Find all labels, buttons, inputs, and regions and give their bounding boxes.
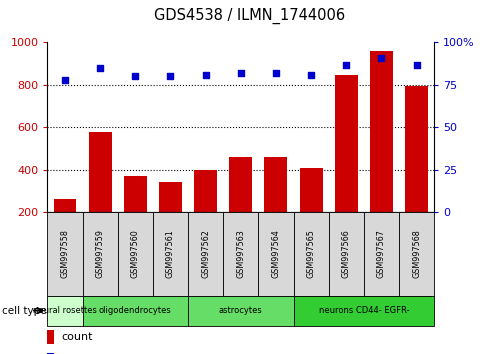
Text: GSM997563: GSM997563 xyxy=(236,230,246,278)
Bar xyxy=(370,51,393,255)
Bar xyxy=(47,353,54,354)
Text: oligodendrocytes: oligodendrocytes xyxy=(99,306,172,315)
Text: neural rosettes: neural rosettes xyxy=(33,306,97,315)
Bar xyxy=(405,86,428,255)
Point xyxy=(96,65,104,71)
Text: GSM997562: GSM997562 xyxy=(201,229,210,279)
Bar xyxy=(230,157,252,255)
Bar xyxy=(118,212,153,296)
Text: GSM997565: GSM997565 xyxy=(306,229,315,279)
Point xyxy=(272,70,280,76)
Text: GSM997560: GSM997560 xyxy=(131,230,140,278)
Bar xyxy=(399,212,434,296)
Point xyxy=(377,55,385,61)
Text: GSM997564: GSM997564 xyxy=(271,230,280,278)
Bar xyxy=(293,296,434,326)
Point xyxy=(61,77,69,83)
Bar xyxy=(335,75,358,255)
Bar xyxy=(188,296,293,326)
Text: GSM997567: GSM997567 xyxy=(377,229,386,279)
Text: GSM997559: GSM997559 xyxy=(96,229,105,279)
Bar xyxy=(124,176,147,255)
Bar xyxy=(223,212,258,296)
Bar xyxy=(194,170,217,255)
Bar xyxy=(300,168,322,255)
Text: astrocytes: astrocytes xyxy=(219,306,262,315)
Point xyxy=(307,72,315,78)
Bar xyxy=(364,212,399,296)
Point xyxy=(342,62,350,67)
Bar xyxy=(82,296,188,326)
Bar xyxy=(293,212,329,296)
Bar xyxy=(47,212,82,296)
Point xyxy=(413,62,421,67)
Text: GSM997568: GSM997568 xyxy=(412,230,421,278)
Bar xyxy=(264,157,287,255)
Bar xyxy=(47,330,54,344)
Point xyxy=(131,74,139,79)
Text: GSM997558: GSM997558 xyxy=(60,229,69,279)
Bar xyxy=(258,212,293,296)
Point xyxy=(202,72,210,78)
Bar xyxy=(53,199,76,255)
Text: cell type: cell type xyxy=(2,306,47,316)
Bar xyxy=(188,212,223,296)
Text: GSM997566: GSM997566 xyxy=(342,230,351,278)
Text: neurons CD44- EGFR-: neurons CD44- EGFR- xyxy=(318,306,409,315)
Bar xyxy=(153,212,188,296)
Text: GSM997561: GSM997561 xyxy=(166,230,175,278)
Bar xyxy=(47,296,82,326)
Point xyxy=(167,74,175,79)
Text: count: count xyxy=(61,332,92,342)
Bar xyxy=(89,132,112,255)
Bar xyxy=(82,212,118,296)
Point xyxy=(237,70,245,76)
Bar xyxy=(159,182,182,255)
Bar xyxy=(329,212,364,296)
Text: GDS4538 / ILMN_1744006: GDS4538 / ILMN_1744006 xyxy=(154,8,345,24)
